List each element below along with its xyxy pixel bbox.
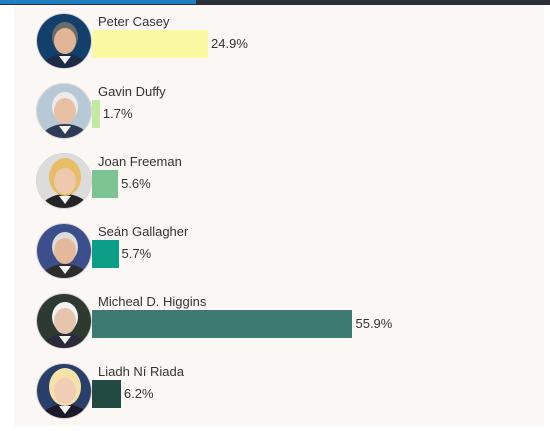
vote-share-label: 5.6% [121, 176, 151, 191]
vote-share-bar [92, 240, 119, 268]
candidate-row: Seán Gallagher 5.7% [14, 215, 544, 285]
vote-share-bar [92, 310, 353, 338]
candidate-name: Micheal D. Higgins [98, 294, 207, 309]
results-chart: Peter Casey 24.9% Gavin Duffy 1.7% Joan Free… [14, 5, 544, 426]
top-image-strip [0, 0, 550, 5]
portrait-liadh-ni-riada-icon [36, 363, 92, 419]
vote-share-label: 1.7% [102, 106, 133, 121]
candidate-name: Liadh Ní Riada [98, 364, 184, 379]
portrait-micheal-d-higgins-icon [36, 293, 92, 349]
candidate-row: Gavin Duffy 1.7% [14, 75, 544, 145]
vote-share-label: 5.7% [121, 246, 152, 261]
vote-share-bar [92, 170, 119, 198]
candidate-name: Joan Freeman [98, 154, 182, 169]
vote-share-bar [92, 100, 100, 128]
vote-share-bar [92, 380, 121, 408]
portrait-peter-casey-icon [36, 13, 92, 69]
vote-share-label: 55.9% [355, 316, 393, 331]
vote-share-label: 6.2% [123, 386, 154, 401]
candidate-row: Joan Freeman 5.6% [14, 145, 544, 215]
candidate-row: Peter Casey 24.9% [14, 5, 544, 75]
top-accent-bar [0, 0, 196, 4]
vote-share-label: 24.9% [211, 36, 248, 51]
vote-share-bar [92, 30, 209, 58]
portrait-gavin-duffy-icon [36, 83, 92, 139]
portrait-joan-freeman-icon [36, 153, 92, 209]
portrait-sean-gallagher-icon [36, 223, 92, 279]
candidate-name: Seán Gallagher [98, 224, 189, 239]
candidate-name: Peter Casey [98, 14, 170, 29]
candidate-name: Gavin Duffy [98, 84, 166, 99]
candidate-row: Liadh Ní Riada 6.2% [14, 355, 544, 425]
candidate-row: Micheal D. Higgins 55.9% [14, 285, 544, 355]
